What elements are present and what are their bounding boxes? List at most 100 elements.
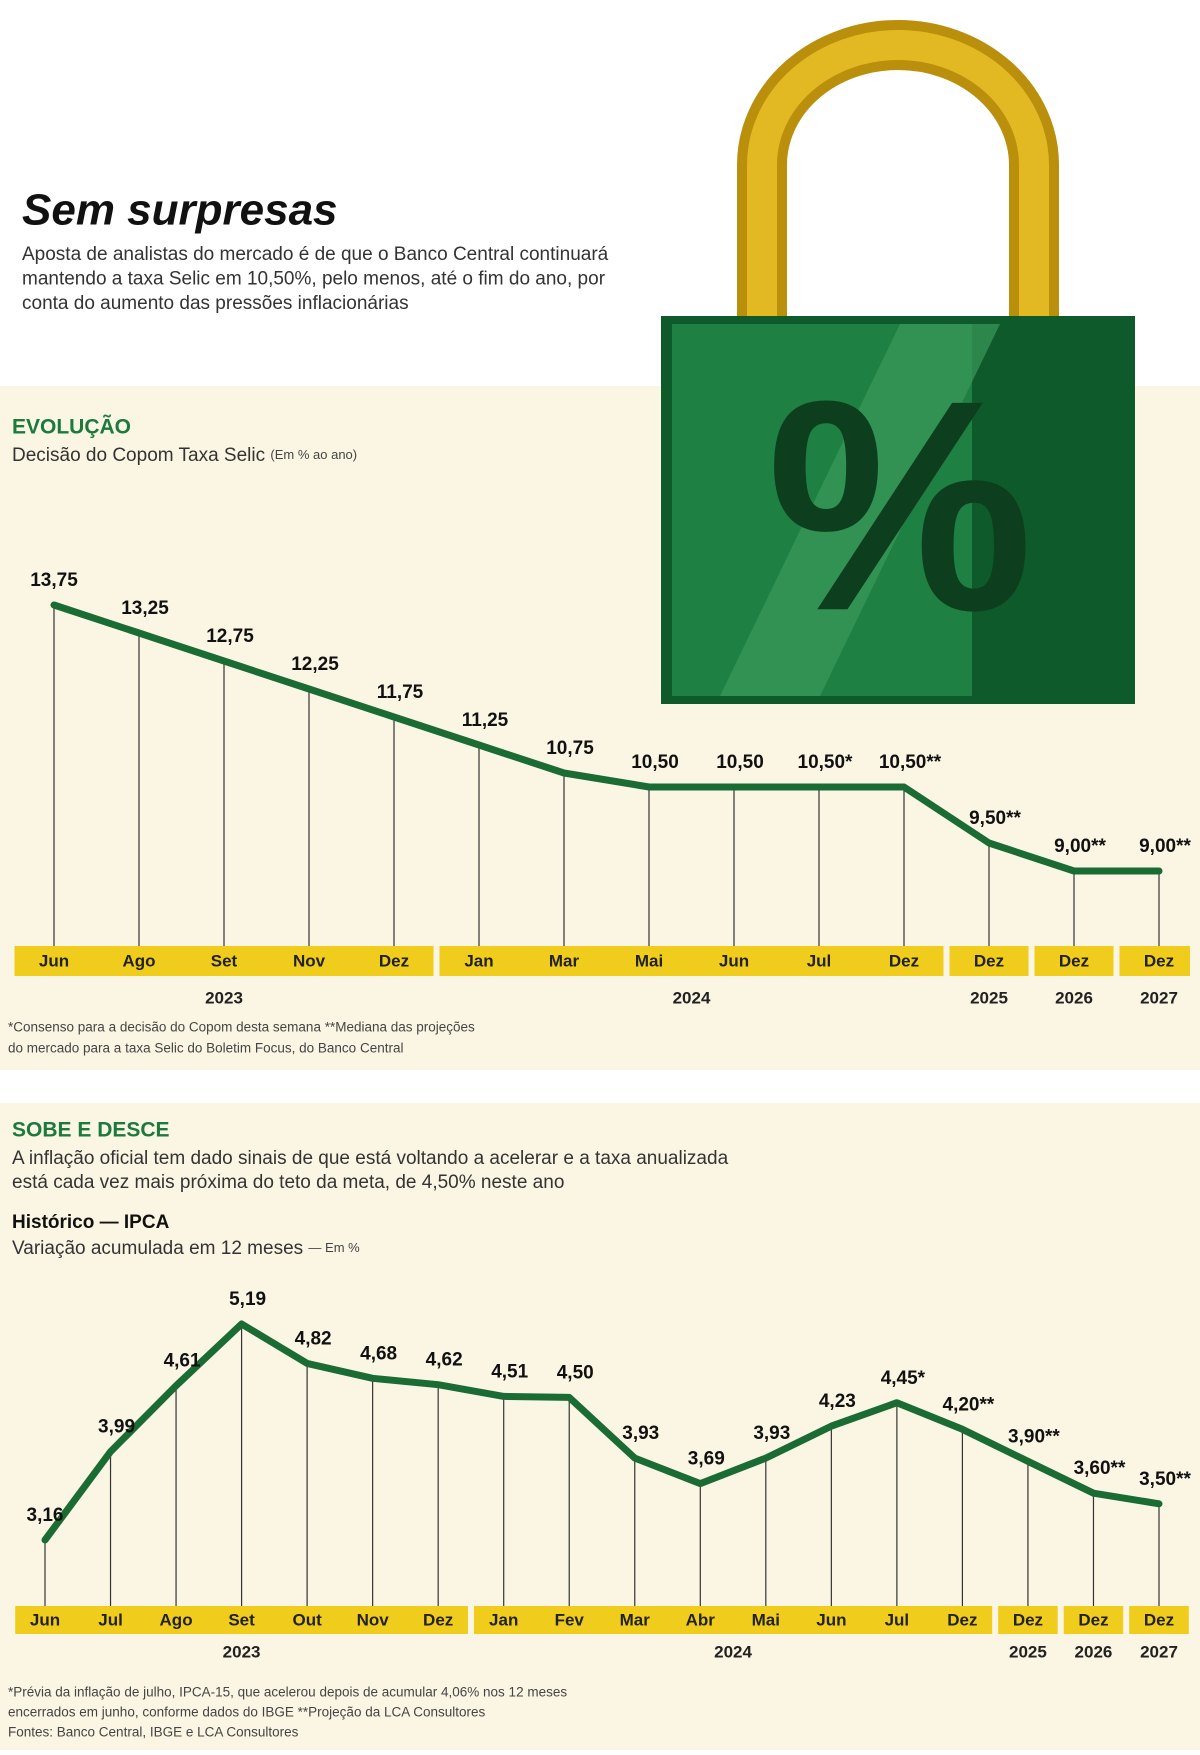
year-label: 2023: [223, 1642, 261, 1661]
footnote: do mercado para a taxa Selic do Boletim …: [8, 1041, 403, 1056]
data-label: 10,50**: [879, 752, 942, 773]
x-tick-label: Fev: [555, 1610, 585, 1629]
data-label: 13,25: [121, 598, 169, 619]
series-line: [41, 1320, 1163, 1544]
data-label: 10,75: [546, 738, 594, 759]
year-label: 2023: [205, 988, 243, 1007]
year-label: 2026: [1075, 1642, 1113, 1661]
data-label: 10,50: [716, 752, 764, 773]
description-line: está cada vez mais próxima do teto da me…: [12, 1172, 564, 1193]
x-tick-label: Dez: [423, 1610, 453, 1629]
padlock: %: [661, 20, 1135, 704]
data-label: 4,51: [491, 1361, 528, 1382]
data-label: 5,19: [229, 1289, 266, 1310]
data-label: 12,75: [206, 626, 254, 647]
chart-title: Decisão do Copom Taxa Selic (Em % ao ano…: [12, 445, 357, 466]
description-line: A inflação oficial tem dado sinais de qu…: [12, 1148, 729, 1169]
data-label: 12,25: [291, 654, 339, 675]
year-label: 2025: [970, 988, 1008, 1007]
year-label: 2024: [673, 988, 711, 1007]
x-tick-label: Mai: [635, 951, 663, 970]
data-label: 4,61: [164, 1351, 201, 1372]
data-label: 9,50**: [969, 808, 1021, 829]
year-label: 2027: [1140, 988, 1178, 1007]
x-tick-label: Dez: [379, 951, 409, 970]
x-tick-label: Jul: [885, 1610, 910, 1629]
data-label: 3,69: [688, 1449, 725, 1470]
data-label: 9,00**: [1139, 836, 1191, 857]
lock-symbol: %: [767, 337, 1034, 673]
data-label: 3,93: [622, 1423, 659, 1444]
chart-title: Histórico — IPCA: [12, 1212, 170, 1233]
x-tick-label: Set: [211, 951, 238, 970]
footnote: encerrados em junho, conforme dados do I…: [8, 1705, 486, 1720]
data-label: 3,99: [98, 1417, 135, 1438]
footnote: *Prévia da inflação de julho, IPCA-15, q…: [8, 1685, 567, 1700]
series-line: [50, 601, 1163, 875]
x-tick-label: Nov: [293, 951, 326, 970]
year-band: [1129, 1606, 1189, 1634]
data-label: 3,60**: [1074, 1458, 1126, 1479]
lock-shine: [720, 324, 1000, 696]
x-tick-label: Dez: [1078, 1610, 1108, 1629]
x-tick-label: Dez: [1144, 1610, 1174, 1629]
unit: (Em % ao ano): [270, 447, 357, 462]
year-label: 2025: [1009, 1642, 1047, 1661]
data-label: 4,23: [819, 1391, 856, 1412]
year-band: [949, 946, 1029, 976]
x-tick-label: Jun: [719, 951, 749, 970]
year-band: [14, 946, 434, 976]
x-tick-label: Set: [228, 1610, 255, 1629]
year-label: 2024: [714, 1642, 752, 1661]
year-label: 2027: [1140, 1642, 1178, 1661]
unit: — Em %: [308, 1240, 360, 1255]
chart-subtitle: Variação acumulada em 12 meses: [12, 1238, 303, 1259]
subtitle-line: Aposta de analistas do mercado é de que …: [22, 244, 609, 265]
subtitle-line: conta do aumento das pressões inflacioná…: [22, 293, 409, 314]
data-label: 11,75: [377, 682, 424, 703]
x-tick-label: Mar: [620, 1610, 651, 1629]
x-tick-label: Jul: [98, 1610, 123, 1629]
data-label: 11,25: [462, 710, 509, 731]
section-title: SOBE E DESCE: [12, 1119, 170, 1142]
data-label: 4,82: [295, 1328, 332, 1349]
year-label: 2026: [1055, 988, 1093, 1007]
chart-subtitle: Variação acumulada em 12 meses — Em %: [12, 1238, 360, 1259]
footnote: Fontes: Banco Central, IBGE e LCA Consul…: [8, 1725, 299, 1740]
data-label: 4,50: [557, 1362, 594, 1383]
x-tick-label: Jan: [464, 951, 493, 970]
x-tick-label: Dez: [1059, 951, 1089, 970]
x-tick-label: Dez: [947, 1610, 977, 1629]
data-label: 9,00**: [1054, 836, 1106, 857]
x-tick-label: Dez: [974, 951, 1004, 970]
x-tick-label: Jun: [39, 951, 69, 970]
year-band: [473, 1606, 993, 1634]
data-label: 3,90**: [1008, 1426, 1060, 1447]
year-band: [998, 1606, 1058, 1634]
subtitle: Aposta de analistas do mercado é de que …: [22, 244, 609, 314]
chart-title: Decisão do Copom Taxa Selic: [12, 445, 265, 466]
x-tick-label: Abr: [686, 1610, 716, 1629]
data-label: 3,16: [27, 1505, 64, 1526]
x-tick-label: Jun: [30, 1610, 60, 1629]
x-tick-label: Dez: [1144, 951, 1174, 970]
x-tick-label: Dez: [889, 951, 919, 970]
year-band: [1034, 946, 1114, 976]
data-label: 4,20**: [943, 1394, 995, 1415]
year-band: [439, 946, 944, 976]
data-label: 13,75: [30, 570, 78, 591]
data-label: 4,68: [360, 1343, 397, 1364]
data-label: 3,50**: [1139, 1469, 1191, 1490]
x-tick-label: Jan: [489, 1610, 518, 1629]
x-tick-label: Mai: [752, 1610, 780, 1629]
year-band: [15, 1606, 468, 1634]
x-tick-label: Jun: [816, 1610, 846, 1629]
data-label: 4,45*: [881, 1368, 926, 1389]
year-band: [1063, 1606, 1124, 1634]
x-tick-label: Out: [292, 1610, 322, 1629]
x-tick-label: Nov: [357, 1610, 390, 1629]
subtitle-line: mantendo a taxa Selic em 10,50%, pelo me…: [22, 269, 606, 290]
data-label: 10,50*: [798, 752, 854, 773]
